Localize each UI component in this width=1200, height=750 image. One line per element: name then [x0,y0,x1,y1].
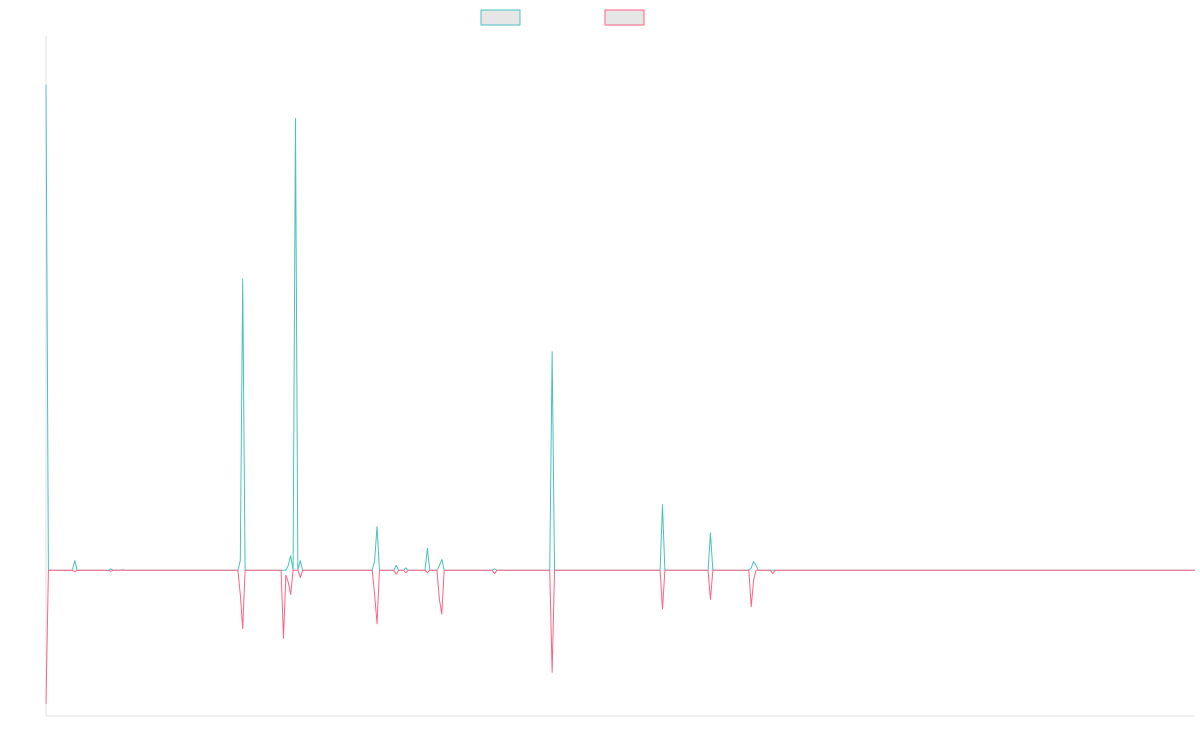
legend-swatch-series-1[interactable] [480,9,521,26]
legend [480,9,645,26]
series-layer [45,84,1195,704]
series-line-2 [45,569,1195,704]
legend-swatch-series-2[interactable] [604,9,645,26]
series-line-1 [45,84,1195,571]
